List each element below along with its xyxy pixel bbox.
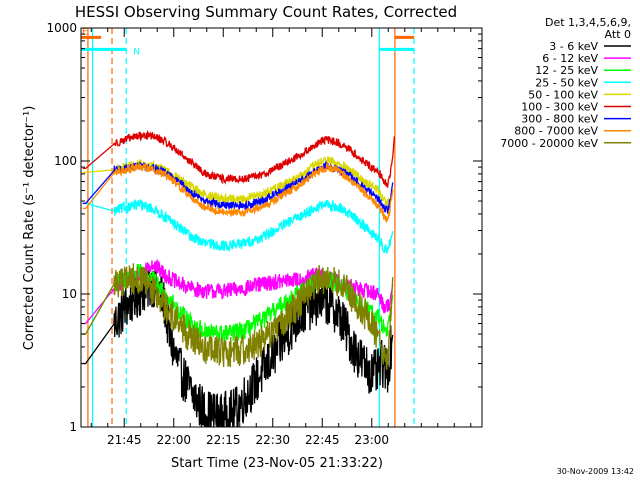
x-tick-label: 22:00 bbox=[156, 433, 191, 447]
x-axis: 21:45 22:00 22:15 22:30 22:45 23:00 bbox=[90, 28, 472, 447]
y-axis-label: Corrected Count Rate (s⁻¹ detector⁻¹) bbox=[22, 106, 37, 351]
legend-label-300-800-kev: 300 - 800 keV bbox=[521, 113, 598, 126]
series-100-300-kev bbox=[82, 130, 395, 188]
series-3-6-kev bbox=[82, 263, 394, 427]
legend-label-3-6-kev: 3 - 6 keV bbox=[549, 40, 598, 53]
plot-frame bbox=[80, 27, 483, 428]
y-axis: 1 10 100 1000 bbox=[46, 21, 482, 434]
series-7000-20000-kev bbox=[82, 263, 394, 370]
x-tick-label: 22:30 bbox=[255, 433, 290, 447]
legend-header-line-2: Att 0 bbox=[605, 28, 631, 41]
series-300-800-kev bbox=[82, 160, 394, 214]
series-25-50-kev bbox=[82, 198, 394, 255]
y-tick-label: 1000 bbox=[46, 21, 77, 35]
flag-label-n: N bbox=[133, 47, 140, 57]
legend-label-25-50-kev: 25 - 50 keV bbox=[535, 76, 598, 89]
flag-label-e: E bbox=[82, 27, 88, 37]
legend-label-6-12-kev: 6 - 12 keV bbox=[542, 52, 598, 65]
x-tick-label: 23:00 bbox=[354, 433, 389, 447]
legend-label-100-300-kev: 100 - 300 keV bbox=[521, 101, 598, 114]
x-tick-label: 22:45 bbox=[305, 433, 340, 447]
x-axis-label: Start Time (23-Nov-05 21:33:22) bbox=[171, 456, 383, 471]
legend-header-line-1: Det 1,3,4,5,6,9, bbox=[545, 16, 631, 29]
legend-label-50-100-kev: 50 - 100 keV bbox=[528, 88, 598, 101]
y-tick-label: 10 bbox=[62, 287, 77, 301]
series-800-7000-kev bbox=[82, 163, 394, 223]
x-tick-label: 21:45 bbox=[107, 433, 142, 447]
series-group bbox=[82, 130, 395, 427]
attenuator-flags: EN bbox=[81, 27, 415, 57]
generation-timestamp: 30-Nov-2009 13:42 bbox=[557, 467, 634, 476]
legend-label-800-7000-kev: 800 - 7000 keV bbox=[514, 125, 598, 138]
legend-label-12-25-kev: 12 - 25 keV bbox=[535, 64, 598, 77]
legend-label-7000-20000-kev: 7000 - 20000 keV bbox=[500, 137, 598, 150]
x-tick-label: 22:15 bbox=[206, 433, 241, 447]
chart-title: HESSI Observing Summary Count Rates, Cor… bbox=[75, 3, 457, 21]
y-tick-label: 100 bbox=[54, 154, 77, 168]
y-tick-label: 1 bbox=[69, 420, 77, 434]
